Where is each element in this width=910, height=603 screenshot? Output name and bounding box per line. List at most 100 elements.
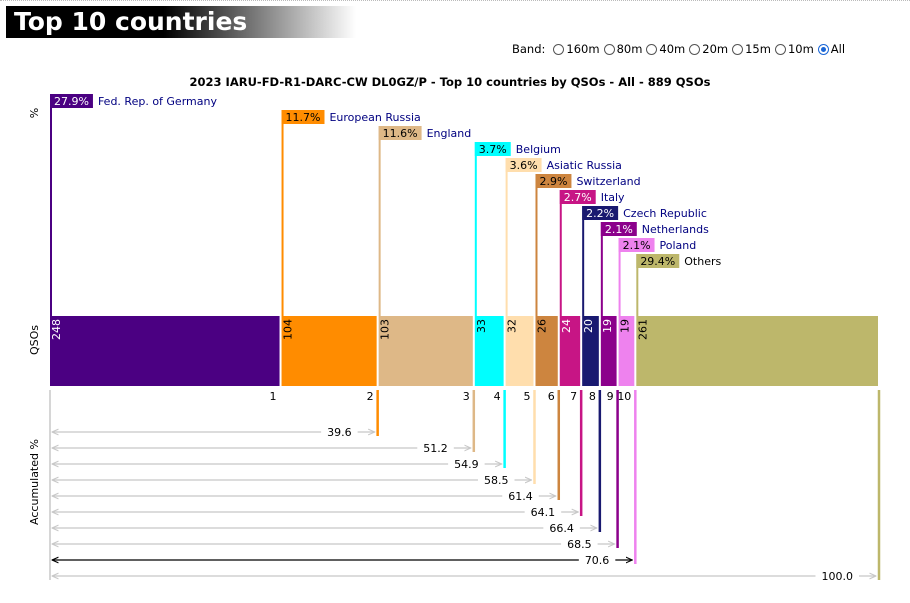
accumulated-percent-label: 39.6: [327, 426, 352, 439]
qso-bar: [559, 316, 581, 386]
rank-number: 1: [270, 390, 277, 403]
percent-label: 2.7%: [564, 191, 592, 204]
percent-label: 2.9%: [539, 175, 567, 188]
country-name-label: England: [427, 127, 472, 140]
rank-number: 6: [548, 390, 555, 403]
percent-label: 2.1%: [605, 223, 633, 236]
qso-bar: [636, 316, 878, 386]
band-option-label: 80m: [616, 42, 643, 56]
bar-value-label: 26: [535, 319, 548, 333]
qsos-axis-label: QSOs: [28, 325, 41, 355]
band-label: Band:: [512, 42, 546, 56]
percent-label-box: [50, 94, 93, 108]
qso-bar: [281, 316, 377, 386]
rank-number: 9: [607, 390, 614, 403]
country-name-label: Netherlands: [642, 223, 709, 236]
country-name-label: Asiatic Russia: [547, 159, 622, 172]
percent-label-box: [582, 206, 619, 220]
percent-label-box: [559, 190, 596, 204]
qso-bar: [600, 316, 617, 386]
bar-value-label: 33: [475, 319, 488, 333]
percent-label: 29.4%: [640, 255, 675, 268]
percent-label-box: [600, 222, 637, 236]
percent-label-box: [636, 254, 680, 268]
percent-label: 2.2%: [586, 207, 614, 220]
rank-number: 3: [463, 390, 470, 403]
accumulated-percent-label: 54.9: [454, 458, 479, 471]
band-radio-10m[interactable]: [774, 43, 786, 55]
accumulated-percent-label: 70.6: [585, 554, 610, 567]
accumulated-percent-label: 51.2: [423, 442, 448, 455]
percent-label-box: [281, 110, 325, 124]
country-name-label: Fed. Rep. of Germany: [98, 95, 218, 108]
percent-axis-label: %: [28, 108, 41, 118]
bar-value-label: 261: [636, 319, 649, 340]
band-option-label: 15m: [745, 42, 771, 56]
country-name-label: Poland: [660, 239, 697, 252]
band-radio-40m[interactable]: [646, 43, 658, 55]
band-option-label: 20m: [702, 42, 729, 56]
band-option-15m[interactable]: 15m: [728, 42, 771, 56]
band-radio-15m[interactable]: [732, 43, 744, 55]
bar-value-label: 104: [282, 319, 295, 340]
country-name-label: Others: [684, 255, 721, 268]
qso-bar: [474, 316, 504, 386]
percent-label-box: [474, 142, 511, 156]
accumulated-percent-label: 64.1: [531, 506, 556, 519]
rank-number: 5: [523, 390, 530, 403]
bar-value-label: 19: [601, 319, 614, 333]
band-option-label: 10m: [787, 42, 814, 56]
band-option-label: 40m: [659, 42, 686, 56]
percent-label-box: [535, 174, 572, 188]
percent-label: 11.6%: [383, 127, 418, 140]
country-name-label: Switzerland: [576, 175, 640, 188]
accumulated-axis-label: Accumulated %: [28, 439, 41, 525]
qso-bar: [50, 316, 280, 386]
percent-label: 11.7%: [286, 111, 321, 124]
qso-bar: [378, 316, 473, 386]
percent-label: 3.6%: [510, 159, 538, 172]
band-option-40m[interactable]: 40m: [642, 42, 685, 56]
band-option-80m[interactable]: 80m: [600, 42, 643, 56]
band-radio-all[interactable]: [817, 43, 829, 55]
accumulated-percent-label: 66.4: [549, 522, 574, 535]
accumulated-percent-label: 58.5: [484, 474, 509, 487]
band-radio-80m[interactable]: [603, 43, 615, 55]
band-option-20m[interactable]: 20m: [685, 42, 728, 56]
rank-number: 4: [494, 390, 501, 403]
top-dotted-rule: [0, 0, 910, 5]
band-radio-160m[interactable]: [553, 43, 565, 55]
band-option-all[interactable]: All: [814, 42, 845, 56]
band-selector: Band: 160m 80m 40m 20m 15m 10m All: [512, 40, 845, 58]
country-name-label: Italy: [601, 191, 625, 204]
country-name-label: Czech Republic: [623, 207, 707, 220]
percent-label: 27.9%: [54, 95, 89, 108]
percent-label: 2.1%: [623, 239, 651, 252]
percent-label-box: [505, 158, 542, 172]
accumulated-percent-label: 68.5: [567, 538, 592, 551]
bar-value-label: 20: [582, 319, 595, 333]
bar-value-label: 103: [379, 319, 392, 340]
percent-label-box: [378, 126, 422, 140]
page-title: Top 10 countries: [6, 6, 356, 38]
band-option-label: 160m: [566, 42, 600, 56]
bar-value-label: 32: [506, 319, 519, 333]
bar-value-label: 24: [560, 319, 573, 333]
accumulated-percent-label: 100.0: [822, 570, 854, 583]
qso-bar: [618, 316, 635, 386]
country-name-label: Belgium: [516, 143, 561, 156]
percent-label-box: [618, 238, 655, 252]
chart-title: 2023 IARU-FD-R1-DARC-CW DL0GZ/P - Top 10…: [190, 75, 711, 89]
rank-number: 7: [570, 390, 577, 403]
bar-value-label: 248: [50, 319, 63, 340]
qso-bar: [535, 316, 558, 386]
qso-bar: [505, 316, 534, 386]
bar-value-label: 19: [619, 319, 632, 333]
band-option-10m[interactable]: 10m: [771, 42, 814, 56]
accumulated-percent-label: 61.4: [508, 490, 533, 503]
rank-number: 8: [589, 390, 596, 403]
qso-bar: [582, 316, 599, 386]
country-name-label: European Russia: [329, 111, 420, 124]
band-option-160m[interactable]: 160m: [549, 42, 600, 56]
band-radio-20m[interactable]: [689, 43, 701, 55]
